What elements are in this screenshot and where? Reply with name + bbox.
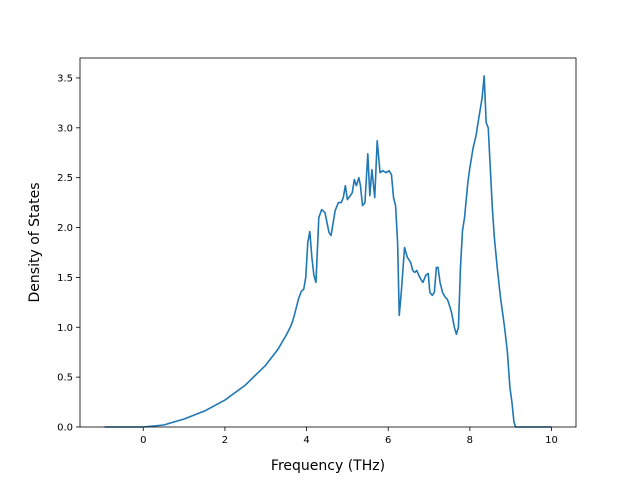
x-tick-label: 8 xyxy=(467,435,473,446)
x-tick-label: 10 xyxy=(545,435,558,446)
y-tick-label: 1.5 xyxy=(57,273,73,284)
ticks-layer: 0 2 4 6 8 10 0.0 0.5 1.0 1.5 2.0 2.5 3.0 3.5 xyxy=(57,73,558,446)
y-tick-label: 1.0 xyxy=(57,323,73,334)
x-tick-label: 6 xyxy=(385,435,391,446)
y-tick-label: 2.5 xyxy=(57,173,73,184)
y-axis-label: Density of States xyxy=(27,183,43,303)
plot-frame xyxy=(79,57,577,428)
y-tick-label: 2.0 xyxy=(57,223,73,234)
y-tick-label: 0.0 xyxy=(57,423,73,434)
plot-background xyxy=(80,58,576,427)
x-tick-label: 0 xyxy=(140,435,146,446)
x-tick-label: 2 xyxy=(222,435,228,446)
x-tick-label: 4 xyxy=(303,435,309,446)
y-tick-label: 3.0 xyxy=(57,123,73,134)
x-axis-label: Frequency (THz) xyxy=(271,458,385,474)
y-tick-label: 3.5 xyxy=(57,73,73,84)
dos-series-line xyxy=(104,75,552,428)
y-tick-label: 0.5 xyxy=(57,373,73,384)
